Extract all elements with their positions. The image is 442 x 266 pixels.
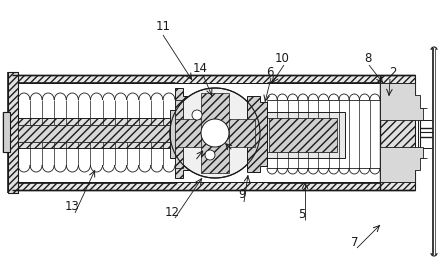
Bar [229,122,267,145]
Text: 2: 2 [389,65,397,78]
Bar [175,100,183,168]
Text: 13: 13 [65,201,80,214]
Polygon shape [175,88,193,178]
Text: 9: 9 [238,189,246,202]
Bar [267,112,345,158]
Text: 8: 8 [364,52,372,64]
Polygon shape [247,96,267,172]
Text: 6: 6 [266,65,274,78]
Bar [18,118,175,148]
Bar [12,75,415,83]
Bar [170,110,180,158]
Text: 11: 11 [156,20,171,34]
Ellipse shape [170,88,260,178]
Ellipse shape [192,110,202,120]
Ellipse shape [201,119,229,147]
Ellipse shape [205,150,215,160]
Polygon shape [380,147,423,182]
Polygon shape [380,83,423,120]
Bar [18,125,175,142]
Bar [380,83,415,182]
Polygon shape [175,119,255,147]
Text: 5: 5 [298,209,306,222]
Text: 12: 12 [164,206,179,218]
Text: 14: 14 [193,61,207,74]
Bar [3,112,10,152]
Polygon shape [201,93,229,173]
Bar [269,118,337,152]
Bar [8,72,18,193]
Text: 7: 7 [351,235,359,248]
Bar [12,182,415,190]
Text: 10: 10 [274,52,290,64]
